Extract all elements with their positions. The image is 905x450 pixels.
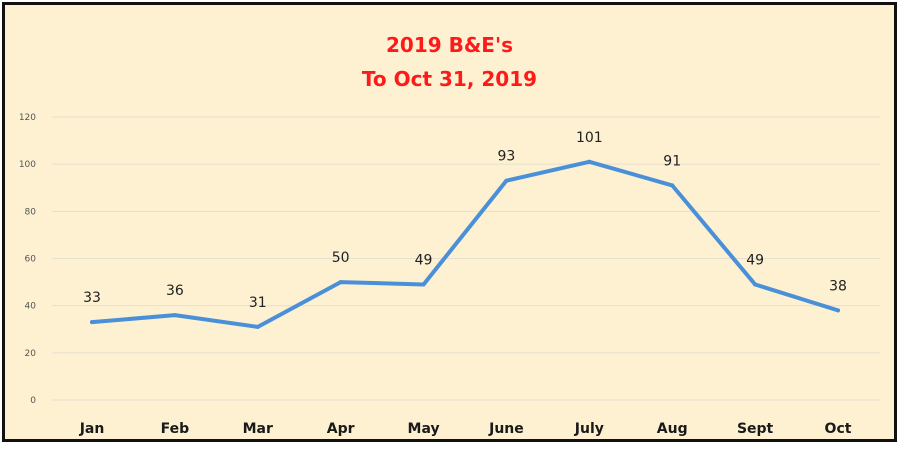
data-point [670,183,675,188]
data-point [338,280,343,285]
data-point [836,308,840,313]
data-point [172,313,177,318]
x-axis: Jan Feb Mar Apr May June July Aug Sept Oct [79,421,852,437]
data-point [587,159,592,164]
y-tick-label: 40 [25,302,37,312]
data-point [90,320,94,325]
x-tick-label: Mar [243,421,273,437]
y-axis: 0 20 40 60 80 100 120 [19,113,36,406]
x-tick-label: Oct [825,421,852,437]
x-tick-label: Apr [327,421,355,437]
data-label: 31 [249,295,267,311]
x-tick-label: June [488,421,524,437]
data-label: 101 [576,130,603,146]
x-tick-label: July [574,421,604,437]
data-point [421,282,426,287]
data-point [255,324,260,329]
x-tick-label: Aug [657,421,688,437]
y-tick-label: 80 [25,207,37,217]
x-tick-label: Jan [79,421,105,437]
y-tick-label: 120 [19,113,36,123]
data-point [504,178,509,183]
data-label: 49 [746,252,764,268]
data-label: 36 [166,283,184,299]
chart-frame: 2019 B&E's To Oct 31, 2019 [2,2,897,442]
data-label: 33 [83,290,101,306]
data-point [753,282,758,287]
x-tick-label: May [408,421,440,437]
x-tick-label: Feb [161,421,190,437]
data-label: 50 [332,250,350,266]
data-label: 91 [663,153,681,169]
series-line-path [90,159,840,329]
y-tick-label: 100 [19,160,36,170]
chart-title-line-1: 2019 B&E's [385,33,513,57]
y-tick-label: 60 [25,255,37,265]
data-label: 49 [415,252,433,268]
data-labels: 33 36 31 50 49 93 101 91 49 38 [83,130,847,311]
y-tick-label: 20 [25,349,37,359]
y-tick-label: 0 [30,396,36,406]
data-label: 93 [498,149,516,165]
data-label: 38 [829,278,847,294]
chart-title-line-2: To Oct 31, 2019 [361,67,538,91]
x-tick-label: Sept [737,421,774,437]
gridlines [52,116,880,401]
series-line [90,159,840,329]
